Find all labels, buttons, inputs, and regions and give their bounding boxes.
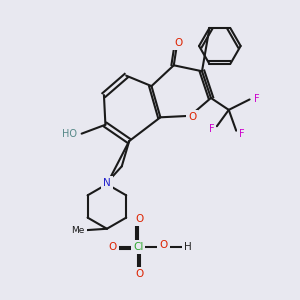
Text: Me: Me — [71, 226, 85, 235]
Text: O: O — [136, 214, 144, 224]
Text: Cl: Cl — [133, 242, 143, 252]
Text: HO: HO — [62, 129, 77, 139]
Text: F: F — [254, 94, 260, 104]
Text: O: O — [136, 269, 144, 279]
Text: O: O — [159, 240, 167, 250]
Text: O: O — [109, 242, 117, 252]
Text: F: F — [239, 129, 244, 139]
Text: O: O — [174, 38, 182, 48]
Text: O: O — [188, 112, 196, 122]
Text: F: F — [209, 124, 214, 134]
Text: H: H — [184, 242, 192, 252]
Text: N: N — [103, 178, 111, 188]
